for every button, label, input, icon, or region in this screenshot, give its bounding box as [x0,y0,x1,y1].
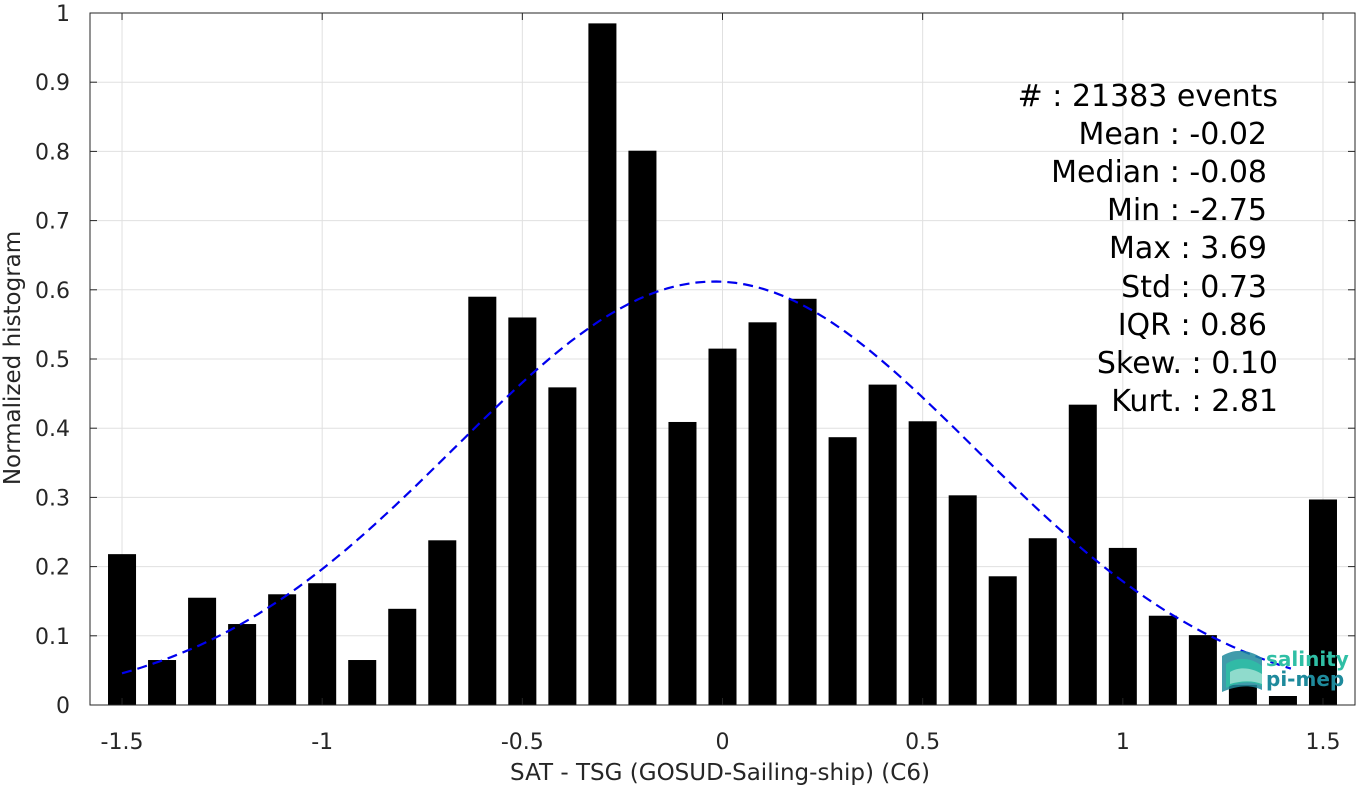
stats-events: # : 21383 events [1018,79,1278,114]
histogram-bar [1148,615,1177,705]
y-tick-label: 0.2 [35,556,70,581]
stats-median: Median : -0.08 [1051,155,1267,190]
y-tick-label: 0.9 [35,71,70,96]
stats-std: Std : 0.73 [1121,270,1267,305]
histogram-bar [1028,538,1057,705]
histogram-bar [828,437,857,705]
stats-mean: Mean : -0.02 [1078,117,1267,152]
histogram-bar [428,540,457,705]
logo-text-pi-mep: pi-mep [1266,667,1344,691]
histogram-bar [1108,547,1137,705]
x-tick-label: 1.5 [1305,730,1340,755]
histogram-bar [108,554,137,705]
histogram-bar [1268,696,1297,705]
x-axis-ticks: -1.5 -1 -0.5 0 0.5 1 1.5 [101,13,1340,755]
histogram-bar [748,322,777,705]
x-tick-label: -0.5 [501,730,544,755]
histogram-bar [988,576,1017,705]
histogram-bar [1188,635,1217,705]
logo-wave-icon [1222,650,1262,692]
stats-box: # : 21383 events Mean : -0.02 Median : -… [1018,79,1278,419]
stats-skew: Skew. : 0.10 [1097,346,1278,381]
y-axis-ticks: 0 0.1 0.2 0.3 0.4 0.5 0.6 0.7 0.8 0.9 1 [35,2,1355,719]
x-tick-label: -1.5 [101,730,144,755]
histogram-bar [148,660,177,705]
histogram-bar [268,594,297,705]
y-tick-label: 0.7 [35,210,70,235]
histogram-bar [1308,499,1337,705]
x-axis-label: SAT - TSG (GOSUD-Sailing-ship) (C6) [510,760,930,786]
bars [108,23,1337,705]
x-tick-label: 1 [1116,730,1130,755]
stats-min: Min : -2.75 [1107,193,1267,228]
histogram-bar [548,387,577,705]
y-tick-label: 1 [56,2,70,27]
gaussian-fit-curve [121,280,1292,675]
histogram-bar [628,150,657,705]
y-tick-label: 0 [56,694,70,719]
histogram-bar [588,23,617,705]
histogram-bar [388,608,417,705]
histogram-bar [908,421,937,705]
histogram-bar [508,317,537,705]
histogram-bar [348,660,377,705]
y-tick-label: 0.6 [35,279,70,304]
y-tick-label: 0.3 [35,486,70,511]
histogram-bar [868,384,897,705]
y-axis-label: Normalized histogram [0,231,26,485]
histogram-bar [308,583,337,705]
histogram-bar [668,421,697,705]
stats-max: Max : 3.69 [1109,231,1267,266]
histogram-bar [1068,404,1097,705]
y-tick-label: 0.4 [35,417,70,442]
y-tick-label: 0.5 [35,348,70,373]
histogram-bar [708,348,737,705]
histogram-bar [188,597,217,705]
logo-text-salinity: salinity [1266,647,1349,671]
x-tick-label: -1 [311,730,333,755]
histogram-bar [1228,684,1257,705]
stats-iqr: IQR : 0.86 [1118,308,1267,343]
stats-kurt: Kurt. : 2.81 [1111,384,1278,419]
salinity-pi-mep-logo: salinity pi-mep [1222,647,1349,692]
y-tick-label: 0.8 [35,140,70,165]
histogram-bar [228,624,257,705]
x-tick-label: 0 [716,730,730,755]
histogram-bar [468,296,497,705]
histogram-bar [948,495,977,705]
y-tick-label: 0.1 [35,625,70,650]
x-tick-label: 0.5 [905,730,940,755]
histogram-bar [788,298,817,705]
